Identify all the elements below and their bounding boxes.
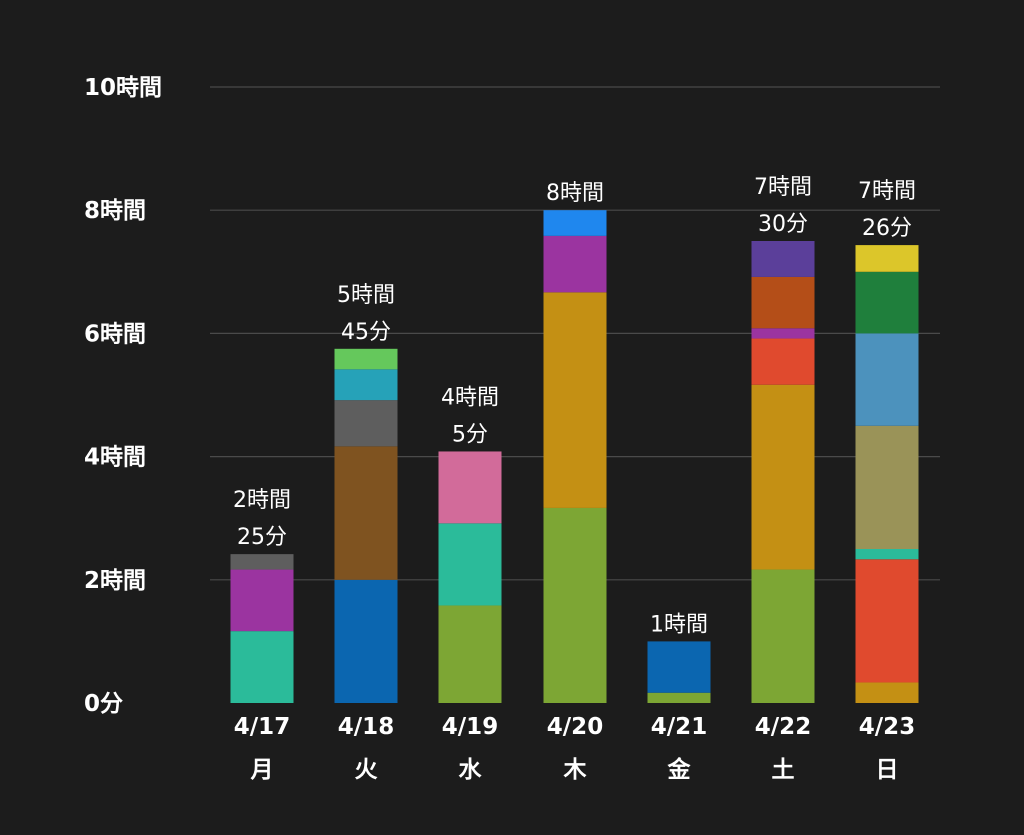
- x-tick-date: 4/20: [547, 714, 603, 740]
- x-tick-weekday: 水: [459, 757, 483, 783]
- bar-4-20: [543, 210, 607, 703]
- bar-segment: [334, 579, 398, 703]
- bar-segment: [751, 276, 815, 329]
- bar-4-19: [438, 451, 502, 703]
- y-tick-label: 6時間: [84, 321, 146, 347]
- bar-segment: [751, 338, 815, 385]
- x-tick-date: 4/18: [338, 714, 394, 740]
- bar-segment: [855, 245, 919, 272]
- bar-segment: [855, 425, 919, 549]
- bar-segment: [334, 400, 398, 447]
- y-tick-label: 0分: [84, 691, 123, 717]
- bar-total-label: 1時間: [650, 612, 708, 637]
- bar-total-label: 7時間: [754, 175, 812, 200]
- x-axis-tick-labels: 4/17 月 4/18 火 4/19 水 4/20 木 4/21 金 4/22 土 4/23 日: [234, 714, 915, 783]
- x-tick-date: 4/19: [442, 714, 498, 740]
- bar-segment: [438, 523, 502, 606]
- bar-total-label: 26分: [862, 216, 912, 241]
- x-tick-weekday: 土: [772, 757, 795, 783]
- y-tick-label: 4時間: [84, 445, 146, 471]
- x-tick-date: 4/22: [755, 714, 811, 740]
- x-tick-date: 4/21: [651, 714, 707, 740]
- x-tick-weekday: 木: [563, 757, 587, 783]
- x-tick-weekday: 月: [250, 757, 274, 783]
- bar-segment: [230, 554, 294, 570]
- x-tick-weekday: 火: [355, 757, 378, 783]
- bar-total-label: 8時間: [546, 181, 604, 206]
- bar-segment: [543, 292, 607, 508]
- bar-segment: [230, 631, 294, 703]
- bar-segment: [438, 605, 502, 703]
- bar-total-label: 30分: [758, 212, 808, 237]
- bar-segment: [230, 569, 294, 632]
- x-tick-date: 4/23: [859, 714, 915, 740]
- bar-segment: [543, 507, 607, 703]
- bars: [230, 210, 919, 703]
- bar-segment: [334, 369, 398, 401]
- bar-segment: [647, 641, 711, 693]
- x-tick-weekday: 金: [667, 756, 692, 783]
- bar-segment: [855, 559, 919, 683]
- bar-segment: [334, 446, 398, 580]
- bar-total-label: 2時間: [233, 488, 291, 513]
- bar-segment: [751, 569, 815, 703]
- bar-segment: [543, 235, 607, 293]
- bar-segment: [855, 271, 919, 334]
- bar-segment: [334, 348, 398, 370]
- x-tick-date: 4/17: [234, 714, 290, 740]
- bar-4-23: [855, 245, 919, 703]
- bar-segment: [647, 692, 711, 703]
- bar-total-label: 5分: [452, 422, 488, 447]
- bar-4-22: [751, 241, 815, 703]
- bar-segment: [855, 682, 919, 703]
- bar-total-label: 5時間: [337, 283, 395, 308]
- y-tick-label: 10時間: [84, 75, 162, 101]
- x-tick-weekday: 日: [876, 757, 899, 783]
- bar-4-21: [647, 641, 711, 703]
- y-tick-label: 8時間: [84, 198, 146, 224]
- bar-segment: [855, 333, 919, 426]
- bar-total-label: 25分: [237, 525, 287, 550]
- bar-4-18: [334, 348, 398, 703]
- bar-segment: [438, 451, 502, 524]
- bar-segment: [855, 549, 919, 560]
- bar-total-label: 4時間: [441, 385, 499, 410]
- bar-total-labels: 2時間 25分 5時間 45分 4時間 5分 8時間 1時間 7時間 30分 7時間 26分: [233, 175, 916, 637]
- bar-total-label: 45分: [341, 320, 391, 345]
- bar-segment: [543, 210, 607, 236]
- bar-total-label: 7時間: [858, 179, 916, 204]
- y-tick-label: 2時間: [84, 568, 146, 594]
- bar-segment: [751, 241, 815, 277]
- bar-4-17: [230, 554, 294, 703]
- bar-segment: [751, 328, 815, 339]
- y-axis-tick-labels: 0分 2時間 4時間 6時間 8時間 10時間: [84, 75, 162, 717]
- bar-segment: [751, 384, 815, 570]
